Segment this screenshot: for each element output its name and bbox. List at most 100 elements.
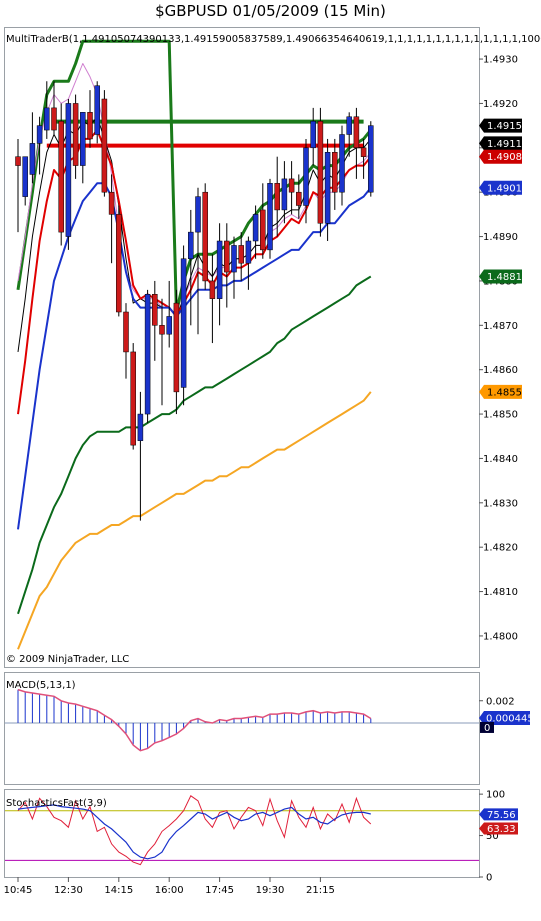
candle-body bbox=[260, 209, 266, 251]
indicator-label: MultiTraderB(1,1.49105074390133,1.491590… bbox=[6, 34, 541, 45]
price-tick-label: 1.4800 bbox=[483, 631, 518, 642]
candle-body bbox=[188, 231, 194, 259]
indicator-line bbox=[17, 182, 372, 530]
price-badge bbox=[479, 118, 522, 133]
price-badges: 1.4915 1.4911 1.4908 1.4901 1.4881 1.4855 bbox=[479, 118, 522, 399]
copyright-label: © 2009 NinjaTrader, LLC bbox=[6, 654, 129, 665]
price-badge bbox=[479, 149, 522, 164]
candle-body bbox=[123, 311, 129, 353]
price-tick-label: 1.4920 bbox=[483, 99, 518, 110]
price-badge bbox=[479, 180, 522, 195]
candle-body bbox=[288, 178, 295, 193]
candle-body bbox=[310, 120, 316, 149]
candle-body bbox=[101, 98, 108, 193]
price-badge-label: 1.4881 bbox=[487, 272, 522, 283]
macd-panel-frame bbox=[4, 672, 480, 785]
candle-body bbox=[360, 147, 367, 157]
stoch-d-label: 63.33 bbox=[487, 824, 516, 835]
candle-body bbox=[267, 183, 273, 251]
time-tick-label: 21:15 bbox=[306, 885, 335, 896]
time-tick-label: 14:15 bbox=[104, 885, 133, 896]
macd-zero-label: 0 bbox=[484, 723, 490, 734]
candle-body bbox=[94, 85, 100, 135]
stoch-tick-label: 100 bbox=[486, 790, 505, 801]
candle-body bbox=[15, 156, 21, 166]
price-badge bbox=[479, 136, 522, 151]
candle-body bbox=[224, 240, 230, 273]
stoch-d-badge bbox=[479, 822, 518, 835]
price-tick-label: 1.4890 bbox=[483, 232, 518, 243]
candle-body bbox=[144, 294, 151, 415]
price-badge bbox=[479, 269, 522, 284]
candle-body bbox=[166, 316, 172, 335]
candle-body bbox=[65, 103, 72, 237]
macd-value-label: 0.000445 bbox=[486, 714, 534, 725]
macd-label: MACD(5,13,1) bbox=[6, 680, 76, 691]
candle-body bbox=[209, 280, 216, 299]
candle-body bbox=[116, 214, 122, 313]
stoch-k-line bbox=[17, 804, 371, 860]
candle-body bbox=[195, 196, 201, 233]
time-tick-label: 19:30 bbox=[256, 885, 285, 896]
macd-tick-label: 0.002 bbox=[486, 696, 515, 707]
indicator-line bbox=[17, 275, 372, 615]
price-badge-label: 1.4911 bbox=[487, 139, 522, 150]
time-tick-label: 12:30 bbox=[54, 885, 83, 896]
candle-body bbox=[216, 240, 223, 299]
price-tick-label: 1.4870 bbox=[483, 321, 518, 332]
price-tick-label: 1.4820 bbox=[483, 543, 518, 554]
stochastics-label: StochasticsFast(3,9) bbox=[6, 798, 107, 809]
candle-body bbox=[303, 147, 309, 206]
candle-body bbox=[346, 116, 352, 135]
macd-line bbox=[17, 688, 372, 752]
price-badge-label: 1.4901 bbox=[487, 183, 522, 194]
macd-value-badge bbox=[479, 711, 530, 726]
candle-body bbox=[281, 178, 288, 211]
indicator-line bbox=[17, 391, 372, 650]
time-axis: 10:45 12:30 14:15 16:00 17:45 19:30 21:15 bbox=[4, 877, 335, 896]
candle-body bbox=[317, 120, 324, 224]
candle-body bbox=[29, 143, 36, 175]
time-tick-label: 10:45 bbox=[4, 885, 33, 896]
time-tick-label: 16:00 bbox=[155, 885, 184, 896]
candle-body bbox=[22, 156, 28, 197]
stoch-tick-label: 0 bbox=[486, 873, 492, 884]
price-tick-label: 1.4860 bbox=[483, 365, 518, 376]
price-badge bbox=[479, 384, 522, 399]
price-tick-label: 1.4830 bbox=[483, 498, 518, 509]
candle-body bbox=[44, 107, 50, 131]
stoch-k-label: 75.56 bbox=[487, 810, 516, 821]
candle-body bbox=[238, 245, 244, 264]
candle-body bbox=[202, 191, 208, 282]
candle-body bbox=[274, 183, 280, 211]
stoch-d-line bbox=[17, 795, 372, 866]
stoch-tick-label: 50 bbox=[486, 831, 499, 842]
stoch-k-badge bbox=[479, 808, 518, 821]
candle-body bbox=[72, 103, 79, 166]
price-tick-label: 1.4850 bbox=[483, 410, 518, 421]
candles bbox=[15, 81, 374, 521]
candle-body bbox=[231, 245, 237, 273]
candle-body bbox=[173, 302, 180, 393]
candle-body bbox=[159, 325, 165, 335]
candle-body bbox=[80, 112, 86, 166]
candle-body bbox=[36, 125, 43, 144]
candle-body bbox=[108, 191, 115, 215]
candle-body bbox=[332, 152, 338, 193]
indicator-line bbox=[16, 39, 372, 314]
price-badge-label: 1.4908 bbox=[487, 152, 522, 163]
candle-body bbox=[252, 214, 259, 242]
stoch-panel-frame bbox=[4, 789, 480, 878]
price-panel-frame bbox=[4, 27, 480, 668]
time-tick-label: 17:45 bbox=[205, 885, 234, 896]
candle-body bbox=[368, 125, 374, 193]
price-tick-label: 1.4810 bbox=[483, 587, 518, 598]
candle-body bbox=[339, 134, 345, 193]
candle-body bbox=[137, 413, 144, 441]
macd-zero-badge bbox=[480, 721, 494, 733]
candle-body bbox=[245, 240, 252, 264]
chart-title: $GBPUSD 01/05/2009 (15 Min) bbox=[155, 2, 386, 20]
candle-body bbox=[152, 294, 158, 326]
